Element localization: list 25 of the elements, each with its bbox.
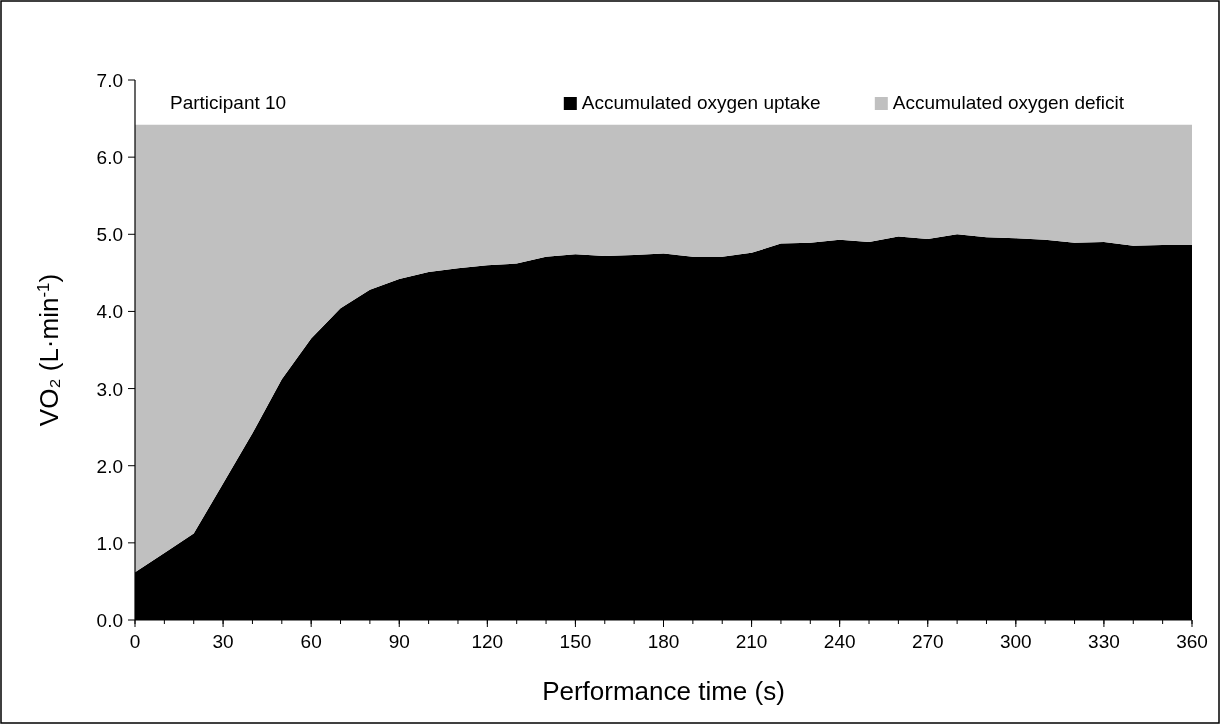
x-tick-label: 210 [735,631,768,652]
y-tick-label: 0.0 [96,610,123,631]
x-axis-title: Performance time (s) [542,676,785,706]
y-tick-label: 5.0 [96,224,123,246]
x-tick-label: 150 [559,631,592,652]
annotation: Participant 10 [170,92,287,113]
x-tick-label: 60 [300,631,322,652]
x-tick-label: 90 [388,631,410,652]
legend-label: Accumulated oxygen deficit [892,92,1125,113]
x-tick-label: 300 [999,631,1032,652]
legend-label: Accumulated oxygen uptake [581,92,821,113]
x-tick-label: 0 [129,631,141,652]
x-tick-label: 180 [647,631,680,652]
x-tick-label: 30 [212,631,234,652]
y-tick-label: 3.0 [96,378,123,400]
x-tick-label: 120 [471,631,504,652]
x-tick-label: 240 [823,631,856,652]
x-tick-label: 360 [1176,631,1208,652]
y-tick-label: 7.0 [96,70,123,91]
y-tick-label: 4.0 [96,301,123,323]
x-tick-label: 330 [1088,631,1120,652]
y-tick-label: 6.0 [96,147,123,169]
x-tick-label: 270 [911,631,944,652]
y-tick-label: 2.0 [96,455,123,477]
y-tick-label: 1.0 [96,532,123,554]
